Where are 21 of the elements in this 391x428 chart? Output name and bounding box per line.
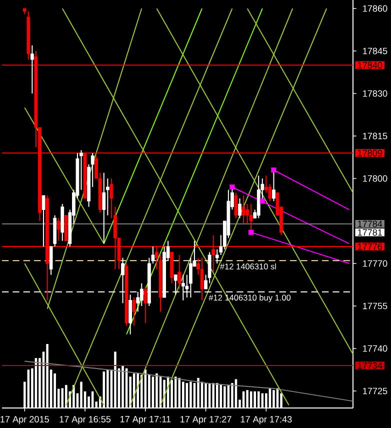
x-tick-label: 17 Apr 17:27: [180, 416, 232, 424]
y-tick-label: 17755: [363, 302, 388, 310]
x-tick-label: 17 Apr 2015: [0, 416, 49, 424]
ref-line-label: 17809: [358, 150, 382, 156]
ref-line-label: 17784: [358, 220, 382, 228]
x-tick-label: 17 Apr 17:11: [120, 416, 171, 424]
text: 17781: [358, 229, 382, 236]
ref-line-label: #12 1406310 sl: [220, 263, 276, 270]
ref-line-label: 17776: [358, 243, 382, 250]
y-tick-label: 17860: [363, 5, 388, 12]
y-tick-label: 17770: [363, 260, 388, 267]
y-tick-label: 17830: [363, 90, 388, 97]
y-tick-label: 17800: [363, 175, 388, 182]
y-tick-label: 17740: [363, 345, 388, 352]
y-tick-label: 17845: [363, 48, 388, 54]
y-tick-label: 17725: [363, 388, 388, 394]
x-tick-label: 17 Apr 17:43: [240, 416, 292, 424]
y-tick-label: 17815: [363, 132, 388, 140]
x-tick-label: 17 Apr 16:55: [60, 416, 111, 424]
ref-line-label: 17734: [358, 362, 382, 369]
ref-line-label: 17840: [358, 62, 382, 68]
